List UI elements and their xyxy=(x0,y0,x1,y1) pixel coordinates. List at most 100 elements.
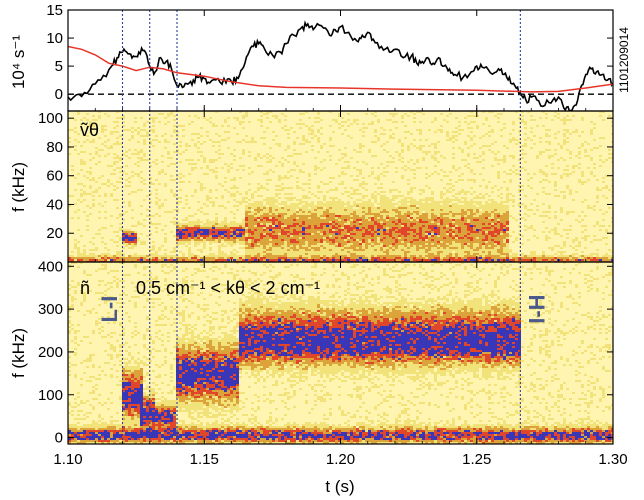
heatmap-cell xyxy=(98,257,101,259)
heatmap-cell xyxy=(428,175,431,177)
heatmap-cell xyxy=(452,199,455,201)
heatmap-cell xyxy=(428,207,431,209)
heatmap-cell xyxy=(329,233,332,235)
heatmap-cell xyxy=(461,217,464,219)
heatmap-cell xyxy=(125,235,128,237)
heatmap-cell xyxy=(278,245,281,247)
heatmap-cell xyxy=(284,207,287,209)
heatmap-cell xyxy=(137,259,140,261)
heatmap-cell xyxy=(182,235,185,237)
heatmap-cell xyxy=(314,239,317,241)
heatmap-cell xyxy=(464,199,467,201)
heatmap-cell xyxy=(350,123,353,125)
heatmap-cell xyxy=(341,223,344,225)
heatmap-cell xyxy=(263,211,266,213)
heatmap-cell xyxy=(203,229,206,231)
heatmap-cell xyxy=(233,195,236,197)
heatmap-cell xyxy=(257,243,260,245)
heatmap-cell xyxy=(236,229,239,231)
heatmap-cell xyxy=(320,133,323,135)
heatmap-cell xyxy=(461,239,464,241)
heatmap-cell xyxy=(308,205,311,207)
heatmap-cell xyxy=(425,245,428,247)
heatmap-cell xyxy=(260,245,263,247)
heatmap-cell xyxy=(371,235,374,237)
heatmap-cell xyxy=(140,159,143,161)
heatmap-cell xyxy=(329,201,332,203)
heatmap-cell xyxy=(491,259,494,261)
heatmap-cell xyxy=(260,247,263,249)
heatmap-cell xyxy=(239,247,242,249)
heatmap-cell xyxy=(491,111,494,113)
heatmap-cell xyxy=(350,225,353,227)
heatmap-cell xyxy=(299,233,302,235)
heatmap-cell xyxy=(371,219,374,221)
heatmap-cell xyxy=(497,159,500,161)
heatmap-cell xyxy=(470,131,473,133)
heatmap-cell xyxy=(494,185,497,187)
heatmap-cell xyxy=(503,257,506,259)
heatmap-cell xyxy=(293,221,296,223)
heatmap-cell xyxy=(185,237,188,239)
heatmap-cell xyxy=(125,211,128,213)
heatmap-cell xyxy=(458,241,461,243)
heatmap-cell xyxy=(344,241,347,243)
heatmap-cell xyxy=(326,245,329,247)
heatmap-cell xyxy=(470,179,473,181)
heatmap-cell xyxy=(320,257,323,259)
heatmap-cell xyxy=(272,217,275,219)
heatmap-cell xyxy=(419,229,422,231)
heatmap-cell xyxy=(428,187,431,189)
heatmap-cell xyxy=(395,215,398,217)
heatmap-cell xyxy=(311,223,314,225)
heatmap-cell xyxy=(101,127,104,129)
heatmap-cell xyxy=(383,217,386,219)
heatmap-cell xyxy=(437,203,440,205)
heatmap-cell xyxy=(389,161,392,163)
heatmap-cell xyxy=(305,197,308,199)
heatmap-cell xyxy=(431,235,434,237)
heatmap-cell xyxy=(386,255,389,257)
heatmap-cell xyxy=(308,217,311,219)
heatmap-cell xyxy=(254,239,257,241)
heatmap-cell xyxy=(323,229,326,231)
heatmap-cell xyxy=(266,203,269,205)
heatmap-cell xyxy=(215,219,218,221)
heatmap-cell xyxy=(251,255,254,257)
heatmap-cell xyxy=(359,237,362,239)
heatmap-cell xyxy=(317,201,320,203)
heatmap-cell xyxy=(464,235,467,237)
heatmap-cell xyxy=(356,229,359,231)
heatmap-cell xyxy=(233,155,236,157)
heatmap-cell xyxy=(224,241,227,243)
heatmap-cell xyxy=(323,143,326,145)
heatmap-cell xyxy=(467,155,470,157)
heatmap-cell xyxy=(320,233,323,235)
heatmap-cell xyxy=(479,213,482,215)
heatmap-cell xyxy=(149,177,152,179)
heatmap-cell xyxy=(281,209,284,211)
heatmap-cell xyxy=(368,207,371,209)
heatmap-cell xyxy=(68,259,71,261)
heatmap-cell xyxy=(269,247,272,249)
heatmap-cell xyxy=(419,139,422,141)
heatmap-cell xyxy=(278,203,281,205)
heatmap-cell xyxy=(332,219,335,221)
heatmap-cell xyxy=(122,239,125,241)
heatmap-cell xyxy=(404,255,407,257)
heatmap-cell xyxy=(287,187,290,189)
heatmap-cell xyxy=(344,209,347,211)
heatmap-cell xyxy=(329,213,332,215)
heatmap-cell xyxy=(419,199,422,201)
heatmap-cell xyxy=(332,215,335,217)
heatmap-cell xyxy=(344,253,347,255)
heatmap-cell xyxy=(467,163,470,165)
heatmap-cell xyxy=(455,219,458,221)
heatmap-cell xyxy=(251,227,254,229)
heatmap-cell xyxy=(434,215,437,217)
heatmap-cell xyxy=(374,233,377,235)
heatmap-cell xyxy=(257,219,260,221)
heatmap-cell xyxy=(143,219,146,221)
heatmap-cell xyxy=(152,255,155,257)
heatmap-cell xyxy=(485,207,488,209)
